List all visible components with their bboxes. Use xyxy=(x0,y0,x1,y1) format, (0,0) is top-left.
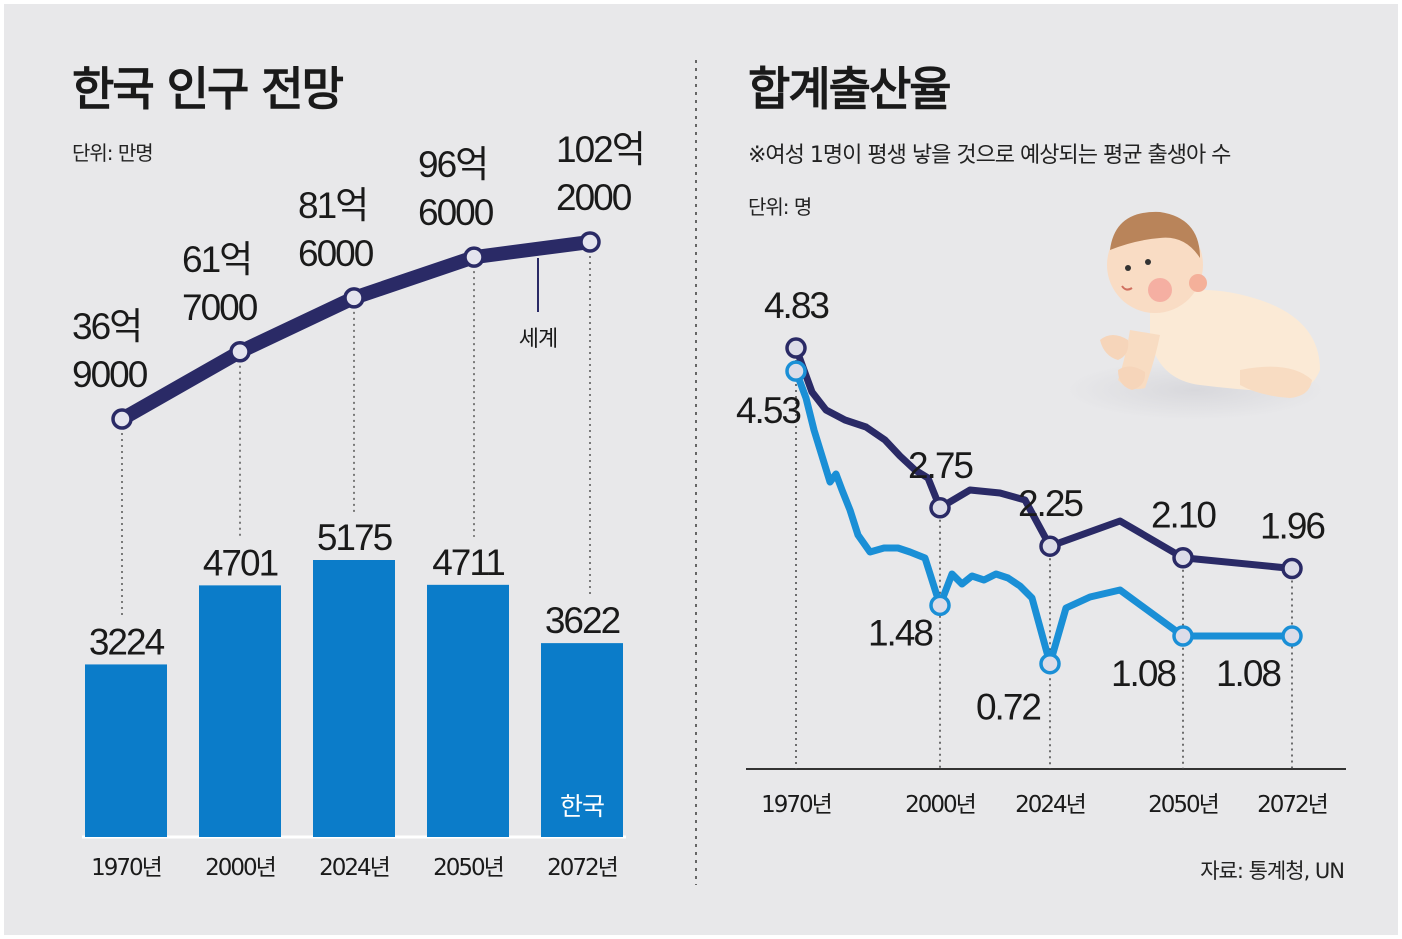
korea-population-bar xyxy=(85,664,167,837)
fertility-year-tick: 2000년 xyxy=(905,792,975,818)
world-population-point xyxy=(229,341,251,363)
world-fertility-label: 2.25 xyxy=(1018,483,1083,524)
world-population-label-bottom: 6000 xyxy=(298,233,374,274)
population-title: 한국 인구 전망 xyxy=(72,62,344,116)
world-population-point xyxy=(579,231,601,253)
world-population-point xyxy=(343,287,365,309)
korea-population-bar xyxy=(313,560,395,837)
world-population-label-bottom: 7000 xyxy=(182,287,258,328)
world-population-label-bottom: 2000 xyxy=(556,177,632,218)
korea-fertility-label: 4.53 xyxy=(736,390,800,431)
crawling-baby-illustration xyxy=(1065,211,1325,420)
korea-population-label: 3622 xyxy=(545,600,620,641)
fertility-year-tick: 2050년 xyxy=(1148,792,1218,818)
world-population-label-top: 102억 xyxy=(556,129,644,170)
source-credit: 자료: 통계청, UN xyxy=(1200,859,1344,883)
world-fertility-line xyxy=(792,344,1296,572)
korea-fertility-point xyxy=(1281,625,1303,647)
korea-fertility-label: 1.08 xyxy=(1216,653,1280,694)
world-population-label-top: 36억 xyxy=(72,306,141,347)
world-population-point xyxy=(463,246,485,268)
world-fertility-label: 2.75 xyxy=(908,445,973,486)
korea-fertility-point xyxy=(1172,625,1194,647)
korea-fertility-label: 0.72 xyxy=(976,687,1040,728)
world-fertility-point xyxy=(1172,546,1194,569)
chart-marks: 3224 1970년 4701 2000년 5175 2024년 4711 2050년 3622… xyxy=(72,129,1329,881)
korea-fertility-label: 1.48 xyxy=(868,612,932,653)
world-fertility-point xyxy=(785,337,807,359)
fertility-year-tick: 1970년 xyxy=(761,792,831,818)
population-year-tick: 2050년 xyxy=(433,855,503,881)
korea-fertility-label: 1.08 xyxy=(1111,653,1175,694)
korea-population-label: 4701 xyxy=(203,542,278,583)
world-population-label-top: 81억 xyxy=(298,185,367,226)
world-population-label-top: 96억 xyxy=(418,144,487,185)
korea-fertility-point xyxy=(929,594,951,617)
population-year-tick: 1970년 xyxy=(91,855,161,881)
world-population-point xyxy=(111,408,133,430)
fertility-year-tick: 2024년 xyxy=(1015,792,1085,818)
world-fertility-point xyxy=(1039,535,1061,557)
fertility-unit: 단위: 명 xyxy=(748,195,811,219)
fertility-year-tick: 2072년 xyxy=(1257,792,1327,818)
population-year-tick: 2072년 xyxy=(547,855,617,881)
world-fertility-point xyxy=(1281,557,1303,580)
population-year-tick: 2000년 xyxy=(205,855,275,881)
population-year-tick: 2024년 xyxy=(319,855,389,881)
population-unit: 단위: 만명 xyxy=(72,141,153,165)
korea-population-bar xyxy=(541,643,623,837)
korea-population-label: 5175 xyxy=(317,517,393,558)
world-fertility-label: 4.83 xyxy=(764,285,828,326)
korea-population-bar xyxy=(427,584,509,837)
world-fertility-label: 1.96 xyxy=(1260,505,1324,546)
fertility-note: ※여성 1명이 평생 낳을 것으로 예상되는 평균 출생아 수 xyxy=(748,143,1231,168)
world-fertility-point xyxy=(929,497,951,519)
world-fertility-label: 2.10 xyxy=(1151,495,1216,536)
korea-population-label: 3224 xyxy=(89,621,165,662)
fertility-title: 합계출산율 xyxy=(748,62,950,116)
world-population-label-top: 61억 xyxy=(182,239,251,280)
world-population-label-bottom: 9000 xyxy=(72,354,148,395)
korea-population-bar xyxy=(199,585,281,837)
korea-population-label: 4711 xyxy=(432,542,504,583)
korea-fertility-point xyxy=(785,360,807,382)
korea-fertility-point xyxy=(1039,652,1061,675)
world-population-label-bottom: 6000 xyxy=(418,192,494,233)
korea-series-label: 한국 xyxy=(560,792,604,821)
world-series-label: 세계 xyxy=(519,327,557,352)
